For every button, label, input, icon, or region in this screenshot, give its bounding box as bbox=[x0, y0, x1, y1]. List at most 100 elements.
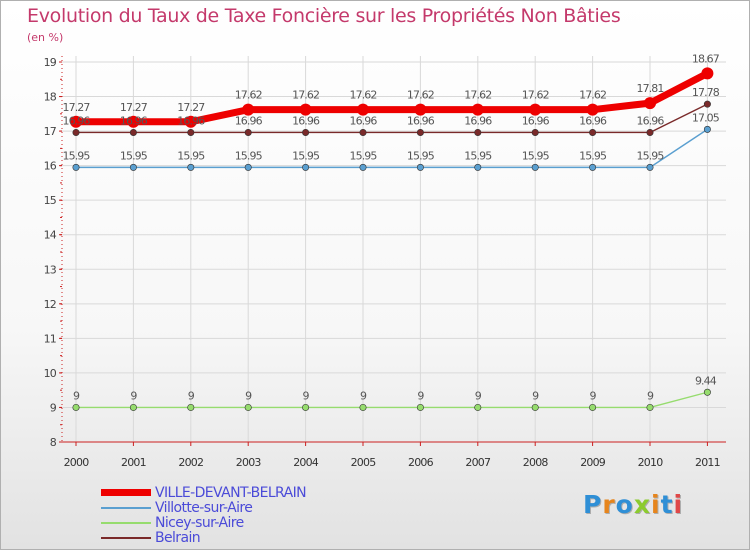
series-line-nicey-sur-aire bbox=[75, 391, 709, 409]
data-label: 16.96 bbox=[637, 114, 665, 127]
data-point bbox=[589, 163, 597, 171]
legend-item: Nicey-sur-Aire bbox=[101, 515, 306, 531]
series-line-villotte-sur-aire bbox=[75, 128, 709, 169]
data-point bbox=[187, 163, 195, 171]
x-tick-label: 2011 bbox=[695, 456, 720, 469]
data-point bbox=[701, 67, 714, 80]
data-point bbox=[72, 163, 80, 171]
data-label: 17.78 bbox=[692, 86, 720, 99]
legend-item: VILLE-DEVANT-BELRAIN bbox=[101, 485, 307, 501]
x-tick-label: 2010 bbox=[638, 456, 664, 469]
data-label: 17.05 bbox=[692, 111, 720, 124]
data-label: 17.62 bbox=[407, 89, 434, 102]
data-label: 16.96 bbox=[235, 114, 263, 127]
data-label: 17.62 bbox=[235, 89, 262, 102]
data-point bbox=[127, 115, 140, 128]
data-point bbox=[646, 403, 654, 411]
data-point bbox=[471, 103, 484, 116]
data-point bbox=[299, 103, 312, 116]
data-label: 16.96 bbox=[120, 114, 148, 127]
data-label: 9 bbox=[188, 389, 195, 402]
data-point bbox=[531, 163, 539, 171]
y-tick-label: 10 bbox=[44, 367, 57, 380]
data-point bbox=[589, 128, 597, 136]
y-tick-label: 19 bbox=[44, 56, 57, 69]
data-point bbox=[589, 403, 597, 411]
series-line-ville-devant-belrain bbox=[72, 69, 711, 126]
logo-letter: x bbox=[633, 490, 651, 519]
data-label: 17.62 bbox=[464, 89, 491, 102]
data-label: 9 bbox=[532, 389, 539, 402]
x-tick-label: 2005 bbox=[351, 456, 377, 469]
data-label: 9 bbox=[303, 389, 310, 402]
data-point bbox=[242, 103, 255, 116]
data-label: 17.62 bbox=[579, 89, 606, 102]
data-point bbox=[359, 163, 367, 171]
data-label: 18.67 bbox=[692, 52, 720, 65]
data-label: 16.96 bbox=[350, 114, 378, 127]
data-point bbox=[586, 103, 599, 116]
x-tick-label: 2004 bbox=[293, 456, 319, 469]
data-point bbox=[357, 103, 369, 116]
data-point bbox=[359, 403, 367, 411]
data-label: 16.96 bbox=[63, 114, 91, 127]
data-label: 15.95 bbox=[63, 149, 91, 162]
data-point bbox=[644, 97, 656, 110]
data-label: 16.96 bbox=[522, 114, 550, 127]
data-point bbox=[72, 403, 80, 411]
legend-swatch bbox=[101, 506, 151, 509]
data-point bbox=[416, 163, 424, 171]
data-label: 16.96 bbox=[407, 114, 435, 127]
data-point bbox=[244, 403, 252, 411]
x-tick-label: 2009 bbox=[580, 456, 606, 469]
data-point bbox=[187, 128, 195, 136]
data-label: 15.95 bbox=[120, 149, 148, 162]
y-tick-label: 18 bbox=[44, 91, 57, 104]
data-label: 9 bbox=[590, 389, 597, 402]
logo-letter: o bbox=[615, 490, 634, 519]
axis-layer: 8 9 10 11 12 13 14 15 16 17 18 19 2000 2001 2002 2003 20… bbox=[44, 56, 726, 469]
y-tick-label: 15 bbox=[44, 194, 57, 207]
data-point bbox=[244, 163, 252, 171]
x-tick-label: 2002 bbox=[178, 456, 203, 469]
data-point bbox=[703, 388, 711, 396]
data-point bbox=[302, 128, 310, 136]
data-point bbox=[474, 403, 482, 411]
data-label: 15.95 bbox=[464, 149, 492, 162]
data-label: 17.81 bbox=[637, 82, 664, 95]
data-point bbox=[414, 103, 427, 116]
y-tick-label: 17 bbox=[44, 125, 57, 138]
y-tick-label: 9 bbox=[50, 401, 57, 414]
proxiti-logo: Proxiti bbox=[583, 490, 683, 519]
legend-item: Belrain bbox=[101, 529, 306, 546]
legend-label: Belrain bbox=[155, 529, 201, 546]
data-label: 17.27 bbox=[177, 101, 205, 114]
data-point bbox=[703, 125, 711, 133]
data-label: 9 bbox=[475, 389, 482, 402]
data-point bbox=[531, 403, 539, 411]
y-tick-label: 12 bbox=[44, 298, 56, 311]
data-label: 15.95 bbox=[522, 149, 550, 162]
logo-letter: i bbox=[673, 490, 684, 519]
data-label: 17.62 bbox=[350, 89, 377, 102]
x-tick-label: 2006 bbox=[408, 456, 434, 469]
data-label: 17.27 bbox=[120, 101, 148, 114]
series-line-belrain bbox=[75, 103, 709, 134]
data-point bbox=[302, 403, 310, 411]
data-label: 15.95 bbox=[292, 149, 320, 162]
data-point bbox=[129, 128, 137, 136]
data-point bbox=[302, 163, 310, 171]
data-point bbox=[187, 403, 195, 411]
x-tick-label: 2008 bbox=[523, 456, 549, 469]
data-label: 9 bbox=[360, 389, 367, 402]
y-tick-label: 8 bbox=[50, 436, 57, 449]
data-point bbox=[72, 128, 80, 136]
data-label: 16.96 bbox=[177, 114, 205, 127]
logo-letter: r bbox=[602, 490, 616, 519]
data-label: 16.96 bbox=[579, 114, 607, 127]
y-tick-label: 16 bbox=[44, 160, 57, 173]
data-point bbox=[416, 128, 424, 136]
data-label: 16.96 bbox=[292, 114, 320, 127]
data-point bbox=[129, 403, 137, 411]
